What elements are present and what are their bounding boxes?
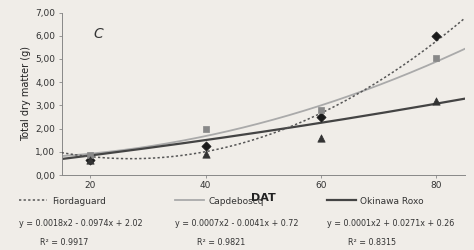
Point — [432, 56, 439, 60]
Text: R² = 0.8315: R² = 0.8315 — [348, 238, 397, 247]
Point — [202, 152, 210, 156]
Point — [202, 144, 210, 148]
Point — [317, 108, 324, 112]
Text: Okinawa Roxo: Okinawa Roxo — [360, 197, 424, 206]
Text: y = 0.0001x2 + 0.0271x + 0.26: y = 0.0001x2 + 0.0271x + 0.26 — [327, 219, 454, 228]
Point — [202, 126, 210, 130]
Text: R² = 0.9821: R² = 0.9821 — [197, 238, 245, 247]
Point — [432, 99, 439, 103]
Point — [317, 115, 324, 119]
Text: y = 0.0018x2 - 0.0974x + 2.02: y = 0.0018x2 - 0.0974x + 2.02 — [19, 219, 143, 228]
Text: Capdeboscq: Capdeboscq — [209, 197, 264, 206]
Y-axis label: Total dry matter (g): Total dry matter (g) — [21, 46, 31, 141]
Point — [87, 158, 94, 162]
Point — [317, 136, 324, 140]
Text: C: C — [94, 27, 104, 41]
Point — [87, 153, 94, 157]
Point — [87, 158, 94, 162]
X-axis label: DAT: DAT — [251, 193, 275, 203]
Text: y = 0.0007x2 - 0.0041x + 0.72: y = 0.0007x2 - 0.0041x + 0.72 — [175, 219, 299, 228]
Text: Fiordaguard: Fiordaguard — [52, 197, 106, 206]
Text: R² = 0.9917: R² = 0.9917 — [40, 238, 89, 247]
Point — [432, 34, 439, 38]
